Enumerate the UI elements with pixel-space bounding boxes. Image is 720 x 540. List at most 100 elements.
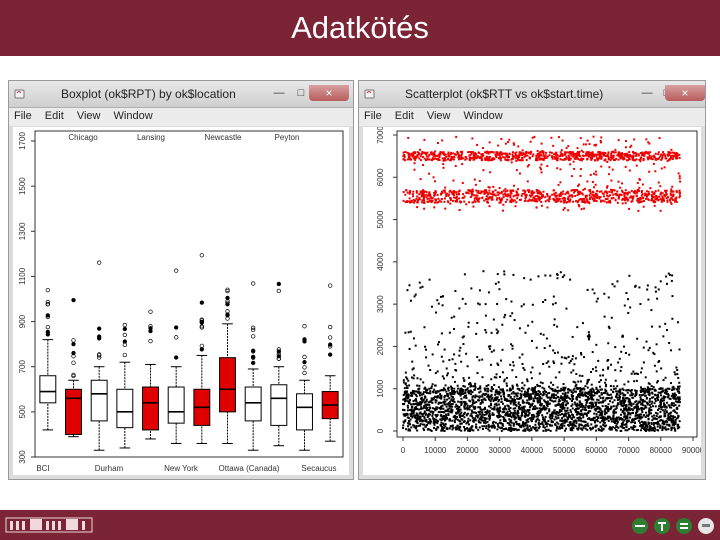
scatter-point: [456, 405, 459, 408]
scatter-point: [615, 411, 618, 414]
scatter-point: [434, 390, 437, 393]
scatter-point: [490, 385, 493, 388]
menu-window[interactable]: Window: [463, 110, 503, 122]
scatter-point: [444, 394, 447, 397]
scatter-point: [558, 193, 561, 196]
scatter-point: [676, 373, 679, 376]
scatter-point: [520, 305, 523, 308]
scatter-point: [516, 410, 519, 413]
scatter-point: [541, 149, 544, 152]
scatter-point: [488, 196, 491, 199]
scatter-point: [672, 409, 675, 412]
scatter-point: [666, 390, 669, 393]
scatter-point: [425, 196, 428, 199]
scatter-point: [518, 151, 521, 154]
scatter-point: [628, 353, 631, 356]
scatter-point: [536, 190, 539, 193]
scatter-point: [535, 198, 538, 201]
menu-file[interactable]: File: [364, 110, 382, 122]
close-button[interactable]: ×: [665, 85, 705, 101]
maximize-button[interactable]: □: [297, 87, 305, 99]
scatter-point: [595, 173, 598, 176]
scatter-point: [510, 400, 513, 403]
scatter-point: [612, 415, 615, 418]
close-button[interactable]: ×: [309, 85, 349, 101]
scatter-point: [407, 425, 410, 428]
scatter-point: [409, 191, 412, 194]
scatter-point: [647, 158, 650, 161]
scatter-point: [498, 414, 501, 417]
scatter-point: [436, 395, 439, 398]
scatter-point: [510, 427, 513, 430]
scatter-point: [582, 188, 585, 191]
scatter-point: [495, 152, 498, 155]
minimize-button[interactable]: —: [641, 87, 653, 99]
scatter-point: [590, 156, 593, 159]
menu-edit[interactable]: Edit: [44, 110, 64, 122]
scatter-point: [443, 417, 446, 420]
scatter-point: [527, 392, 530, 395]
scatter-point: [496, 414, 499, 417]
scatter-point: [468, 392, 471, 395]
scatter-point: [641, 193, 644, 196]
menu-window[interactable]: Window: [113, 110, 153, 122]
scatter-point: [624, 189, 627, 192]
scatter-point: [516, 387, 519, 390]
scatter-point: [483, 397, 486, 400]
scatter-point: [615, 393, 618, 396]
scatter-point: [675, 191, 678, 194]
scatter-point: [459, 426, 462, 429]
scatter-titlebar[interactable]: Scatterplot (ok$RTT vs ok$start.time) — …: [359, 81, 705, 108]
scatter-point: [574, 419, 577, 422]
scatter-point: [587, 152, 590, 155]
scatter-point: [415, 412, 418, 415]
boxplot-titlebar[interactable]: Boxplot (ok$RPT) by ok$location — □ ×: [9, 81, 353, 108]
scatter-point: [571, 397, 574, 400]
scatter-point: [450, 398, 453, 401]
menu-edit[interactable]: Edit: [394, 110, 414, 122]
scatter-point: [657, 153, 660, 156]
scatter-point: [468, 376, 471, 379]
scatter-point: [524, 197, 527, 200]
scatter-point: [619, 153, 622, 156]
scatter-point: [665, 401, 668, 404]
scatter-point: [556, 391, 559, 394]
menu-view[interactable]: View: [426, 110, 451, 122]
scatter-point: [534, 391, 537, 394]
scatter-point: [659, 401, 662, 404]
scatter-point: [559, 154, 562, 157]
scatter-point: [465, 402, 468, 405]
scatter-point: [543, 399, 546, 402]
scatter-point: [564, 386, 567, 389]
scatter-point: [666, 420, 669, 423]
scatter-point: [488, 205, 491, 208]
scatter-point: [470, 409, 473, 412]
scatter-point: [549, 397, 552, 400]
scatter-point: [611, 197, 614, 200]
outlier-point: [328, 283, 333, 288]
scatter-point: [513, 199, 516, 202]
scatter-point: [413, 201, 416, 204]
scatter-point: [660, 408, 663, 411]
scatter-point: [627, 156, 630, 159]
scatter-point: [429, 413, 432, 416]
scatter-point: [518, 407, 521, 410]
scatter-point: [616, 280, 619, 283]
scatter-point: [472, 395, 475, 398]
scatter-point: [509, 387, 512, 390]
menu-file[interactable]: File: [14, 110, 32, 122]
minimize-button[interactable]: —: [273, 87, 285, 99]
scatter-point: [649, 187, 652, 190]
scatter-point: [669, 201, 672, 204]
scatter-point: [499, 151, 502, 154]
scatter-point: [670, 279, 673, 282]
scatter-point: [402, 408, 405, 411]
scatter-point: [470, 189, 473, 192]
scatter-point: [570, 410, 573, 413]
menu-view[interactable]: View: [76, 110, 101, 122]
scatter-point: [661, 422, 664, 425]
scatter-point: [654, 393, 657, 396]
scatter-point: [669, 397, 672, 400]
scatter-point: [471, 403, 474, 406]
scatter-point: [559, 419, 562, 422]
